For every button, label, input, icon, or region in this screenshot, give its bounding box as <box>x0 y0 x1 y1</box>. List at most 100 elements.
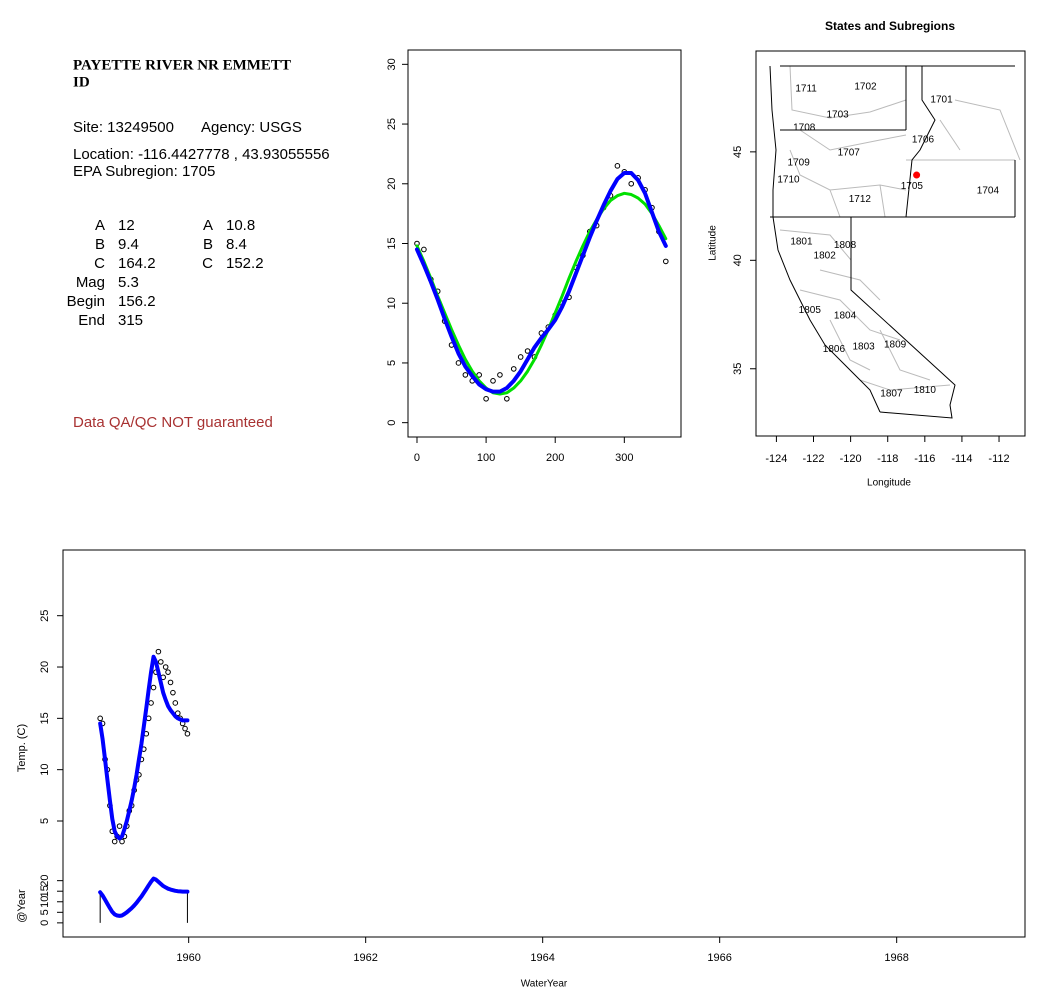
x-tick-label: -124 <box>765 453 787 465</box>
subregion: EPA Subregion: 1705 <box>73 163 215 180</box>
data-point <box>116 823 123 829</box>
y-tick-label: 5 <box>386 360 398 366</box>
data-point <box>455 360 462 366</box>
x-tick-label: 1960 <box>176 952 200 964</box>
y-tick-label: 0 <box>386 420 398 426</box>
x-tick-label: 100 <box>477 452 495 464</box>
region-label: 1805 <box>799 305 822 316</box>
data-point <box>421 246 427 253</box>
param-value: 8.4 <box>226 236 247 253</box>
site-title: PAYETTE RIVER NR EMMETT <box>73 57 291 73</box>
agency: Agency: USGS <box>201 119 302 136</box>
x-tick-label: -118 <box>877 453 898 465</box>
data-point <box>155 648 162 655</box>
data-point <box>165 669 171 675</box>
state-lines <box>770 65 1016 419</box>
x-tick-label: 300 <box>615 452 633 464</box>
param-value: 152.2 <box>226 255 264 272</box>
x-tick-label: 1964 <box>530 952 554 964</box>
data-point <box>157 659 164 665</box>
param-value: 12 <box>118 217 135 234</box>
y-tick-label: 25 <box>386 118 398 130</box>
x-tick-label: 1966 <box>707 952 731 964</box>
region-label: 1703 <box>827 110 850 121</box>
data-point <box>483 395 489 402</box>
region-label: 1808 <box>834 240 857 251</box>
y-tick-label: 5 <box>39 818 51 824</box>
region-label: 1705 <box>901 181 924 192</box>
param-label: A <box>203 217 213 234</box>
y-tick-label: 20 <box>39 661 51 673</box>
subregion-lines-ca <box>779 229 951 391</box>
y-axis-title: Temp. (C) <box>16 724 28 772</box>
data-point <box>172 700 179 706</box>
data-point <box>476 372 482 378</box>
site-id: Site: 13249500 <box>73 119 174 136</box>
y-tick-label: 35 <box>732 363 744 375</box>
data-point <box>182 725 188 732</box>
param-value: 9.4 <box>118 236 139 253</box>
y-tick-label: 30 <box>386 58 398 70</box>
data-point <box>462 372 469 378</box>
site-state: ID <box>73 74 90 90</box>
data-point <box>628 180 635 187</box>
param-label: A <box>95 217 105 234</box>
data-point <box>517 354 524 360</box>
x-tick-label: -112 <box>988 453 1009 465</box>
site-marker <box>913 171 921 179</box>
param-value: 156.2 <box>118 293 156 310</box>
data-point <box>167 679 174 686</box>
x-tick-label: -120 <box>840 453 862 465</box>
data-point <box>170 689 176 696</box>
location-lat: 43.93055556 <box>242 146 330 163</box>
data-point <box>524 348 531 354</box>
region-label: 1702 <box>854 81 877 92</box>
data-point <box>119 838 125 845</box>
data-point <box>97 715 103 722</box>
y-tick-label: 0 <box>39 920 51 926</box>
x-axis-title: WaterYear <box>521 979 568 990</box>
region-label: 1807 <box>880 388 903 399</box>
y-tick-label: 10 <box>39 764 51 776</box>
x-tick-label: 1968 <box>884 952 908 964</box>
data-point <box>497 372 503 378</box>
region-label: 1707 <box>838 148 861 159</box>
map-outlines <box>769 65 1021 419</box>
param-label: Mag <box>76 274 105 291</box>
param-value: 5.3 <box>118 274 139 291</box>
data-point <box>662 258 669 265</box>
series-line <box>98 876 190 918</box>
data-point <box>504 395 510 402</box>
param-label: B <box>203 236 213 253</box>
region-label: 1706 <box>912 135 935 146</box>
region-label: 1708 <box>793 123 816 134</box>
location-sep: , <box>234 146 238 163</box>
x-tick-label: 200 <box>546 452 564 464</box>
region-label: 1804 <box>834 310 857 321</box>
y-axis-title: Latitude <box>708 225 719 261</box>
y-tick-label: 20 <box>39 875 51 887</box>
region-label: 1711 <box>795 84 817 95</box>
y-tick-label: 10 <box>386 297 398 309</box>
series-line <box>98 654 190 841</box>
param-label: B <box>95 236 105 253</box>
region-label: 1803 <box>852 342 875 353</box>
subregion-lines <box>789 65 1021 218</box>
data-point <box>162 664 169 670</box>
param-value: 315 <box>118 312 143 329</box>
data-point <box>111 838 118 845</box>
region-label: 1802 <box>814 251 837 262</box>
coastline <box>769 65 881 413</box>
x-tick-label: -122 <box>802 453 824 465</box>
x-tick-label: -114 <box>951 453 972 465</box>
region-label: 1809 <box>884 340 907 351</box>
region-label: 1709 <box>788 157 811 168</box>
y-tick-label: 40 <box>732 254 744 266</box>
region-label: 1701 <box>930 94 953 105</box>
data-point <box>614 163 621 169</box>
x-axis-title: Longitude <box>867 478 911 489</box>
x-tick-label: -116 <box>914 453 935 465</box>
region-label: 1704 <box>977 186 1000 197</box>
